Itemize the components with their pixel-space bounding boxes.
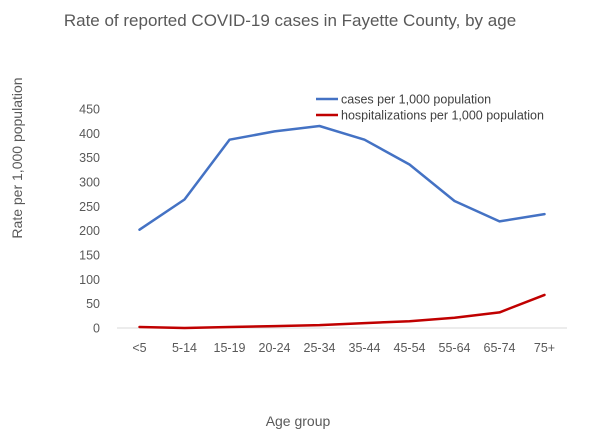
- y-tick-label: 350: [79, 151, 100, 165]
- y-tick-label: 300: [79, 176, 100, 190]
- series-lines: [138, 124, 546, 330]
- y-tick-label: 50: [86, 297, 100, 311]
- y-tick-label: 200: [79, 224, 100, 238]
- x-tick-label: 75+: [534, 341, 555, 355]
- y-axis-ticks: 0 50 100 150 200 250 300 350 400 450: [79, 103, 100, 336]
- y-tick-label: 450: [79, 103, 100, 117]
- y-tick-label: 0: [93, 322, 100, 336]
- x-tick-label: 45-54: [394, 341, 426, 355]
- x-tick-label: 35-44: [349, 341, 381, 355]
- y-tick-label: 150: [79, 249, 100, 263]
- x-tick-label: 55-64: [439, 341, 471, 355]
- chart-title: Rate of reported COVID-19 cases in Fayet…: [64, 11, 516, 30]
- x-axis-title: Age group: [266, 413, 331, 429]
- series-line-1: [138, 293, 546, 330]
- x-tick-label: 65-74: [484, 341, 516, 355]
- legend-label: hospitalizations per 1,000 population: [341, 109, 544, 123]
- y-tick-label: 400: [79, 127, 100, 141]
- x-tick-label: 25-34: [304, 341, 336, 355]
- legend: cases per 1,000 population hospitalizatio…: [316, 93, 544, 123]
- x-tick-label: 5-14: [172, 341, 197, 355]
- x-tick-label: <5: [132, 341, 146, 355]
- y-tick-label: 250: [79, 200, 100, 214]
- y-axis-title: Rate per 1,000 population: [9, 77, 25, 238]
- legend-label: cases per 1,000 population: [341, 93, 491, 107]
- x-tick-label: 15-19: [214, 341, 246, 355]
- y-tick-label: 100: [79, 273, 100, 287]
- x-axis-ticks: <5 5-14 15-19 20-24 25-34 35-44 45-54 55-64 65-7…: [132, 341, 555, 355]
- series-line-0: [138, 124, 546, 231]
- x-tick-label: 20-24: [259, 341, 291, 355]
